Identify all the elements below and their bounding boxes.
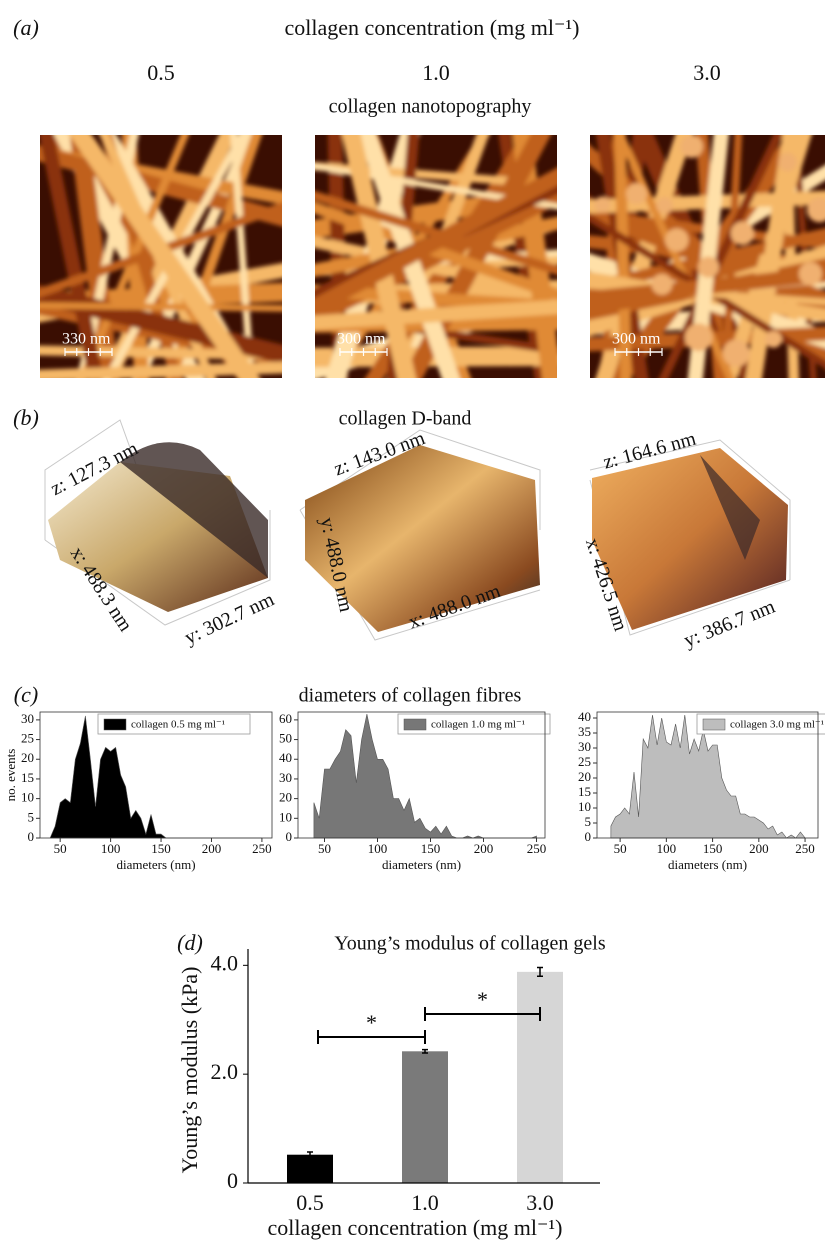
- x-tick-label: 250: [252, 841, 272, 856]
- panel-label: (d): [177, 930, 203, 955]
- bead: [626, 183, 647, 204]
- x-tick-label: 250: [795, 841, 815, 856]
- x-tick-label: 1.0: [411, 1190, 439, 1215]
- bead: [723, 340, 750, 367]
- y-tick-label: 20: [578, 769, 591, 784]
- y-tick-label: 20: [21, 750, 34, 765]
- y-tick-label: 30: [21, 711, 34, 726]
- y-tick-label: 40: [578, 709, 591, 724]
- x-tick-label: 250: [527, 841, 547, 856]
- afm-image: [20, 115, 302, 398]
- y-tick-label: 15: [21, 770, 34, 785]
- legend-label: collagen 0.5 mg ml⁻¹: [131, 719, 225, 731]
- column-label: 1.0: [422, 60, 450, 85]
- panel-label: (c): [14, 682, 38, 707]
- x-tick-label: 100: [368, 841, 388, 856]
- bead: [594, 196, 610, 212]
- legend-swatch: [404, 719, 426, 730]
- bead: [698, 257, 719, 278]
- y-tick-label: 2.0: [211, 1059, 239, 1084]
- x-tick-label: 150: [151, 841, 171, 856]
- x-tick-label: 100: [657, 841, 677, 856]
- y-tick-label: 60: [279, 711, 292, 726]
- x-axis-label: diameters (nm): [668, 857, 747, 872]
- bead: [799, 262, 822, 285]
- afm-image: [570, 115, 825, 398]
- bead: [656, 197, 673, 214]
- y-tick-label: 25: [578, 754, 591, 769]
- bead: [680, 135, 703, 158]
- y-tick-label: 5: [585, 814, 592, 829]
- y-tick-label: 15: [578, 784, 591, 799]
- column-label: 0.5: [147, 60, 175, 85]
- y-tick-label: 30: [578, 739, 591, 754]
- panel-title: diameters of collagen fibres: [299, 685, 522, 707]
- y-tick-label: 10: [21, 790, 34, 805]
- y-tick-label: 0: [286, 829, 293, 844]
- panel-subtitle: collagen nanotopography: [329, 96, 532, 118]
- x-tick-label: 200: [202, 841, 222, 856]
- legend-label: collagen 1.0 mg ml⁻¹: [431, 719, 525, 731]
- bead: [665, 228, 689, 252]
- significance-star: *: [477, 987, 488, 1012]
- legend-swatch: [104, 719, 126, 730]
- x-axis-label: diameters (nm): [382, 857, 461, 872]
- panel-title: collagen concentration (mg ml⁻¹): [285, 15, 580, 40]
- x-tick-label: 50: [318, 841, 331, 856]
- y-tick-label: 50: [279, 731, 292, 746]
- x-tick-label: 150: [421, 841, 441, 856]
- x-tick-label: 200: [749, 841, 769, 856]
- panel-title: collagen D-band: [339, 408, 472, 430]
- y-tick-label: 35: [578, 724, 591, 739]
- y-axis-label: no. events: [3, 749, 18, 802]
- x-tick-label: 50: [54, 841, 67, 856]
- y-tick-label: 0: [585, 829, 592, 844]
- bar: [517, 972, 563, 1183]
- x-tick-label: 0.5: [296, 1190, 324, 1215]
- chart-title: Young’s modulus of collagen gels: [334, 933, 606, 955]
- column-label: 3.0: [693, 60, 721, 85]
- x-tick-label: 200: [474, 841, 494, 856]
- scale-bar-label: 300 nm: [612, 331, 661, 348]
- y-tick-label: 40: [279, 750, 292, 765]
- figure: (a)collagen concentration (mg ml⁻¹)0.51.…: [0, 0, 825, 1243]
- significance-star: *: [366, 1010, 377, 1035]
- x-tick-label: 50: [614, 841, 627, 856]
- y-tick-label: 5: [28, 809, 35, 824]
- bar: [287, 1155, 333, 1183]
- fibre: [20, 305, 302, 308]
- x-axis-label: diameters (nm): [116, 857, 195, 872]
- y-tick-label: 30: [279, 770, 292, 785]
- y-tick-label: 10: [279, 809, 292, 824]
- x-axis-label: collagen concentration (mg ml⁻¹): [268, 1215, 563, 1240]
- bead: [765, 331, 782, 348]
- y-tick-label: 10: [578, 799, 591, 814]
- legend-label: collagen 3.0 mg ml⁻¹: [730, 719, 824, 731]
- bead: [685, 323, 713, 351]
- scale-bar-label: 330 nm: [62, 331, 111, 348]
- x-tick-label: 3.0: [526, 1190, 554, 1215]
- y-axis-label: Young’s modulus (kPa): [177, 967, 202, 1174]
- y-tick-label: 0: [227, 1168, 238, 1193]
- bead: [651, 274, 672, 295]
- y-tick-label: 0: [28, 829, 35, 844]
- y-tick-label: 25: [21, 731, 34, 746]
- afm-image: [295, 115, 577, 398]
- x-tick-label: 150: [703, 841, 723, 856]
- scale-bar-label: 300 nm: [337, 331, 386, 348]
- panel-label: (a): [13, 15, 39, 40]
- bar: [402, 1051, 448, 1183]
- legend-swatch: [703, 719, 725, 730]
- panel-label: (b): [13, 405, 39, 430]
- bead: [778, 153, 797, 172]
- bead: [731, 222, 755, 246]
- fibre: [620, 115, 627, 398]
- y-tick-label: 4.0: [211, 950, 239, 975]
- x-tick-label: 100: [101, 841, 121, 856]
- y-tick-label: 20: [279, 790, 292, 805]
